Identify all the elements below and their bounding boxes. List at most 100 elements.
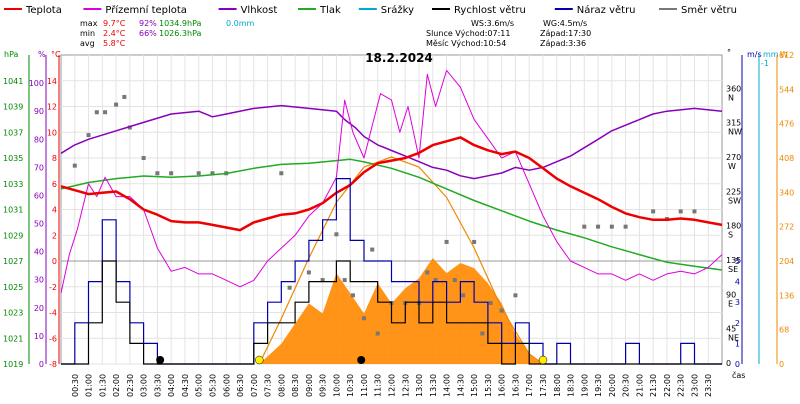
wind-tick: 5 [735, 257, 740, 266]
temperature-tick: 2 [52, 231, 57, 240]
rain-tick: -1 [761, 59, 769, 68]
direction-label: SE [728, 265, 738, 274]
temperature-tick: 0 [52, 257, 57, 266]
temperature-tick: -8 [49, 360, 57, 369]
time-tick: 04:00 [167, 374, 176, 397]
humidity-tick: 100 [29, 79, 44, 88]
time-tick: 09:30 [319, 374, 328, 397]
sunset-stat: Západ:17:30 [540, 29, 591, 38]
humidity-tick: 80 [34, 135, 44, 144]
solar-max-curve [258, 156, 544, 365]
temperature-tick: 8 [52, 154, 57, 163]
wind-direction-point [425, 270, 430, 275]
time-tick: 19:00 [580, 374, 589, 397]
wind-direction-point [320, 278, 325, 283]
time-tick: 02:00 [112, 374, 121, 397]
direction-tick: 270 [726, 153, 741, 162]
legend-label: Rychlost větru [454, 4, 526, 16]
time-tick: 07:30 [264, 374, 273, 397]
stat-rain: 0.0mm [226, 19, 255, 28]
time-tick: 17:00 [525, 374, 534, 397]
stat-temp: 2.4°C [103, 29, 126, 38]
pressure-tick: 1029 [3, 231, 23, 240]
pressure-tick: 1025 [3, 283, 23, 292]
wind-direction-point [370, 247, 375, 252]
time-tick: 10:30 [346, 374, 355, 397]
pressure-tick: 1027 [3, 257, 23, 266]
time-tick: 15:00 [470, 374, 479, 397]
pressure-tick: 1033 [3, 180, 23, 189]
wind-direction-point [596, 224, 601, 229]
sunset-marker [538, 355, 548, 365]
legend-label: Tlak [319, 5, 341, 16]
direction-tick: 135 [726, 256, 741, 265]
solar-tick: 68 [779, 326, 789, 335]
time-tick: 13:00 [415, 374, 424, 397]
humidity-tick: 30 [34, 276, 44, 285]
solar-tick: 408 [779, 154, 794, 163]
humidity-tick: 10 [34, 332, 44, 341]
temperature-tick: 10 [47, 128, 57, 137]
pressure-tick: 1035 [3, 154, 23, 163]
wind-direction-point [692, 209, 697, 214]
direction-tick: 90 [726, 290, 736, 299]
solar-tick: 476 [779, 120, 794, 129]
wind-tick: 0 [735, 360, 740, 369]
time-tick: 21:30 [649, 374, 658, 397]
pressure-line [60, 158, 723, 271]
time-tick: 10:00 [332, 374, 341, 397]
wind-direction-point [375, 331, 380, 336]
time-tick: 11:00 [360, 374, 369, 397]
solar-tick: 612 [779, 51, 794, 60]
wind-direction-point [196, 171, 201, 176]
time-tick: 23:00 [690, 374, 699, 397]
moonset-stat: Západ:3:36 [540, 39, 586, 48]
axis-unit-deg: ° [727, 48, 731, 57]
wind-direction-point [350, 293, 355, 298]
moonrise-marker [357, 356, 366, 364]
direction-tick: 315 [726, 119, 741, 128]
pressure-tick: 1041 [3, 77, 23, 86]
wind-direction-point [582, 224, 587, 229]
humidity-line [60, 104, 723, 180]
time-tick: 02:30 [126, 374, 135, 397]
stat-pressure: 1034.9hPa [159, 19, 202, 28]
pressure-tick: 1037 [3, 128, 23, 137]
direction-tick: 0 [726, 359, 731, 368]
humidity-tick: 70 [34, 163, 44, 172]
time-tick: 16:30 [511, 374, 520, 397]
wind-direction-point [334, 232, 339, 237]
wind-speed-stat: WS:3.6m/s [471, 19, 514, 28]
legend-label: Teplota [25, 5, 62, 16]
wind-direction-point [122, 94, 127, 99]
wind-direction-point [678, 209, 683, 214]
wind-direction-point [127, 125, 132, 130]
stat-label: min [80, 29, 95, 38]
time-tick: 07:00 [250, 374, 259, 397]
wind-direction-point [169, 171, 174, 176]
wind-direction-point [488, 300, 493, 305]
x-axis-title: čas [732, 370, 745, 380]
direction-label: NE [728, 334, 739, 343]
stat-humidity: 92% [139, 19, 157, 28]
wind-direction-point [361, 316, 366, 321]
time-tick: 22:00 [663, 374, 672, 397]
time-tick: 05:30 [208, 374, 217, 397]
legend-label: Náraz větru [577, 4, 636, 16]
temperature-tick: -2 [49, 283, 57, 292]
pressure-tick: 1039 [3, 103, 23, 112]
time-tick: 12:00 [388, 374, 397, 397]
time-tick: 01:30 [98, 374, 107, 397]
pressure-tick: 1019 [3, 360, 23, 369]
humidity-tick: 60 [34, 191, 44, 200]
time-tick: 03:30 [153, 374, 162, 397]
wind-direction-point [279, 171, 284, 176]
solar-tick: 0 [779, 360, 784, 369]
wind-direction-point [287, 285, 292, 290]
time-tick: 06:30 [236, 374, 245, 397]
wind-tick: 1 [735, 339, 740, 348]
wind-direction-point [72, 163, 77, 168]
time-tick: 18:00 [553, 374, 562, 397]
wind-direction-point [651, 209, 656, 214]
